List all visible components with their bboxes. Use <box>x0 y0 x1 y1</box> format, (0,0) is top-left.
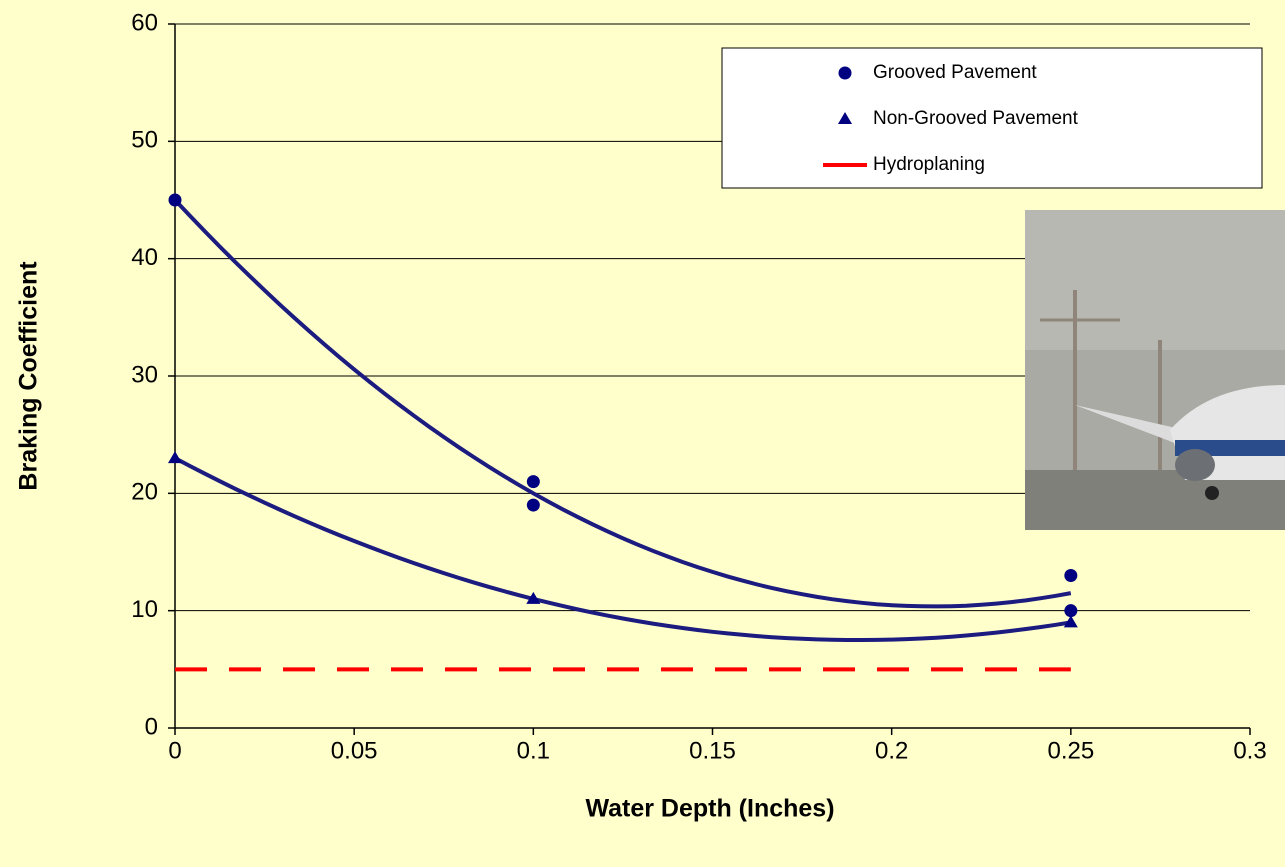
legend-marker <box>838 112 852 124</box>
y-tick-label: 50 <box>131 127 158 154</box>
y-tick-label: 40 <box>131 244 158 271</box>
legend-label: Hydroplaning <box>873 154 985 175</box>
point <box>526 498 540 512</box>
x-tick-label: 0 <box>168 737 181 764</box>
y-tick-label: 60 <box>131 9 158 36</box>
y-tick-label: 30 <box>131 361 158 388</box>
y-tick-label: 20 <box>131 479 158 506</box>
point <box>526 475 540 489</box>
photo <box>1025 210 1285 530</box>
x-axis-title: Water Depth (Inches) <box>585 795 834 823</box>
point <box>168 193 182 207</box>
x-tick-label: 0.15 <box>689 737 736 764</box>
legend-label: Grooved Pavement <box>873 62 1037 83</box>
y-tick-label: 10 <box>131 596 158 623</box>
point <box>1063 615 1078 628</box>
y-tick-label: 0 <box>145 713 158 740</box>
trend-line <box>174 456 1072 642</box>
point <box>1064 604 1078 618</box>
x-tick-label: 0.1 <box>517 737 550 764</box>
plot <box>168 193 1078 672</box>
y-axis-title: Braking Coefficient <box>15 261 43 491</box>
x-tick-label: 0.05 <box>331 737 378 764</box>
x-tick-label: 0.3 <box>1233 737 1266 764</box>
legend-box <box>721 47 1263 189</box>
point <box>526 591 541 604</box>
legend-label: Non-Grooved Pavement <box>873 108 1079 129</box>
x-tick-label: 0.2 <box>875 737 908 764</box>
legend: Grooved Pavement Non-Grooved Pavement Hydr… <box>721 47 1263 189</box>
x-tick-label: 0.25 <box>1047 737 1094 764</box>
trend-line <box>173 198 1072 609</box>
legend-marker <box>838 66 852 80</box>
point <box>1064 568 1078 582</box>
point <box>168 451 182 464</box>
